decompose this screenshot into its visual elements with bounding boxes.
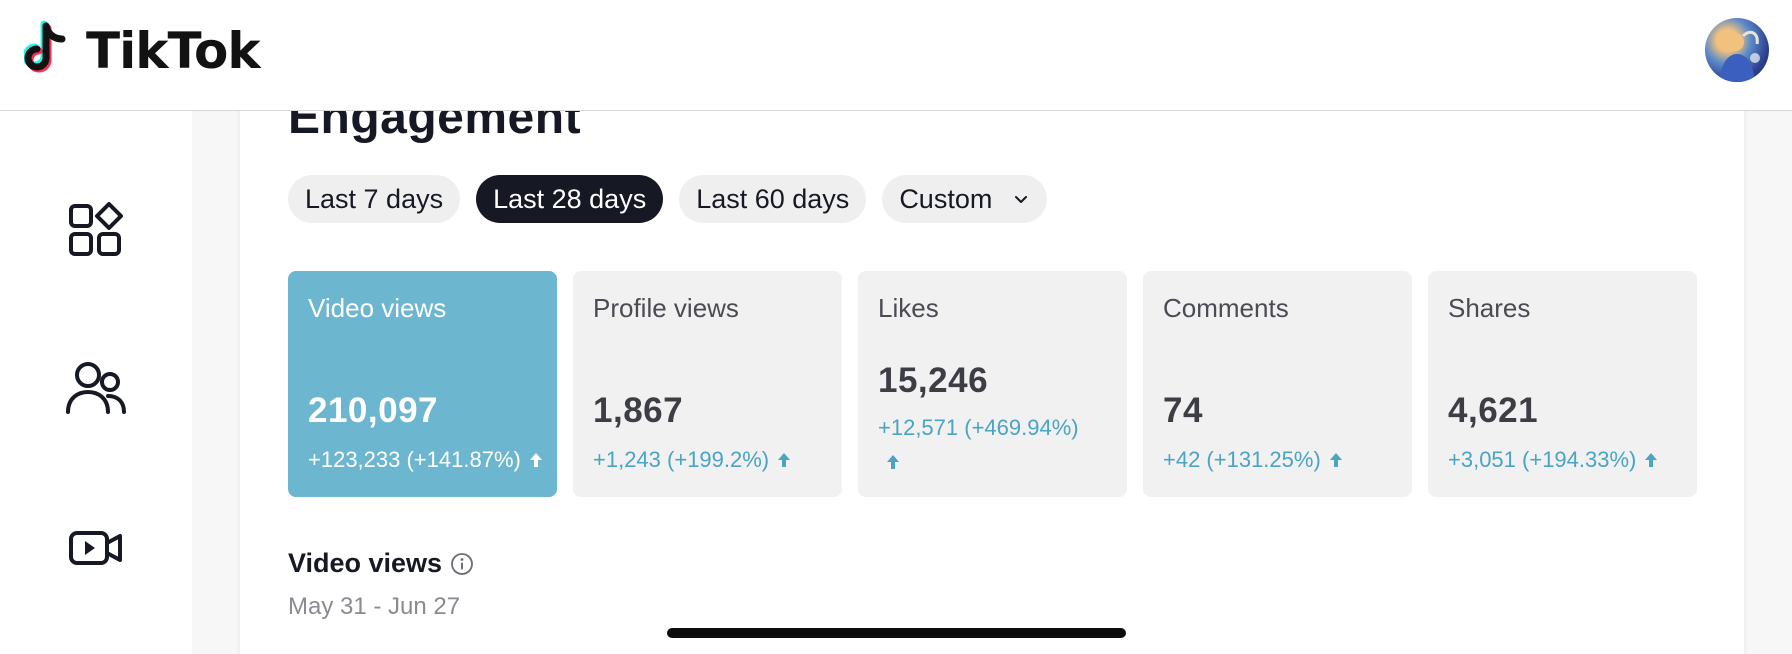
engagement-card: Engagement Last 7 days Last 28 days Last… [240, 60, 1744, 654]
tiktok-logo[interactable]: TikTok [22, 18, 261, 83]
arrow-up-icon [1329, 444, 1343, 467]
metric-card-video-views[interactable]: Video views 210,097 +123,233 (+141.87%) [288, 271, 557, 497]
metric-label: Profile views [593, 293, 739, 323]
metric-value: 74 [1163, 391, 1203, 430]
metric-value: 15,246 [878, 361, 989, 400]
metric-value: 210,097 [308, 391, 439, 430]
arrow-up-icon [886, 446, 900, 469]
metric-delta-text: +123,233 (+141.87%) [308, 447, 521, 472]
arrow-up-icon [1644, 444, 1658, 467]
date-range: May 31 - Jun 27 [288, 593, 461, 620]
metric-delta-text: +12,571 (+469.94%) [878, 415, 1079, 440]
metric-delta: +12,571 (+469.94%) [878, 411, 1115, 479]
followers-icon [64, 358, 128, 423]
filter-last-7-days[interactable]: Last 7 days [288, 175, 461, 223]
metric-label: Likes [878, 293, 939, 323]
filter-label: Last 7 days [305, 183, 444, 214]
metric-delta-text: +3,051 (+194.33%) [1448, 447, 1637, 472]
brand-name: TikTok [86, 21, 261, 80]
sidebar [0, 110, 192, 654]
metric-card-shares[interactable]: Shares 4,621 +3,051 (+194.33%) [1428, 271, 1697, 497]
filter-label: Last 28 days [493, 183, 647, 214]
chart-title: Video views [288, 548, 474, 579]
chart-title-text: Video views [288, 548, 443, 578]
avatar[interactable] [1705, 18, 1769, 82]
arrow-up-icon [777, 444, 791, 467]
sidebar-item-content[interactable] [64, 518, 128, 582]
user-avatar-icon [1705, 30, 1769, 82]
metric-value: 4,621 [1448, 391, 1539, 430]
metric-delta: +123,233 (+141.87%) [308, 443, 545, 477]
date-filter-group: Last 7 days Last 28 days Last 60 days Cu… [288, 175, 1048, 223]
sidebar-item-followers[interactable] [64, 358, 128, 422]
video-camera-icon [68, 528, 124, 573]
filter-label: Last 60 days [696, 183, 850, 214]
metric-card-comments[interactable]: Comments 74 +42 (+131.25%) [1143, 271, 1412, 497]
filter-last-28-days[interactable]: Last 28 days [476, 175, 664, 223]
metric-card-profile-views[interactable]: Profile views 1,867 +1,243 (+199.2%) [573, 271, 842, 497]
overview-grid-icon [66, 200, 126, 265]
metric-label: Video views [308, 293, 447, 323]
filter-last-60-days[interactable]: Last 60 days [679, 175, 867, 223]
metric-delta-text: +42 (+131.25%) [1163, 447, 1321, 472]
arrow-up-icon [529, 444, 543, 467]
top-header: TikTok [0, 0, 1792, 111]
metric-cards: Video views 210,097 +123,233 (+141.87%) … [288, 271, 1697, 497]
tiktok-note-logo-icon [22, 18, 76, 83]
metric-card-likes[interactable]: Likes 15,246 +12,571 (+469.94%) [858, 271, 1127, 497]
info-icon[interactable] [450, 552, 474, 576]
chevron-down-icon [1012, 190, 1030, 208]
filter-custom-dropdown[interactable]: Custom [882, 175, 1048, 223]
metric-delta-text: +1,243 (+199.2%) [593, 447, 770, 472]
home-indicator [667, 628, 1126, 638]
metric-delta: +42 (+131.25%) [1163, 443, 1400, 477]
metric-value: 1,867 [593, 391, 684, 430]
sidebar-item-overview[interactable] [64, 200, 128, 264]
filter-label: Custom [899, 183, 993, 214]
metric-label: Comments [1163, 293, 1289, 323]
metric-delta: +3,051 (+194.33%) [1448, 443, 1685, 477]
metric-label: Shares [1448, 293, 1531, 323]
metric-delta: +1,243 (+199.2%) [593, 443, 830, 477]
